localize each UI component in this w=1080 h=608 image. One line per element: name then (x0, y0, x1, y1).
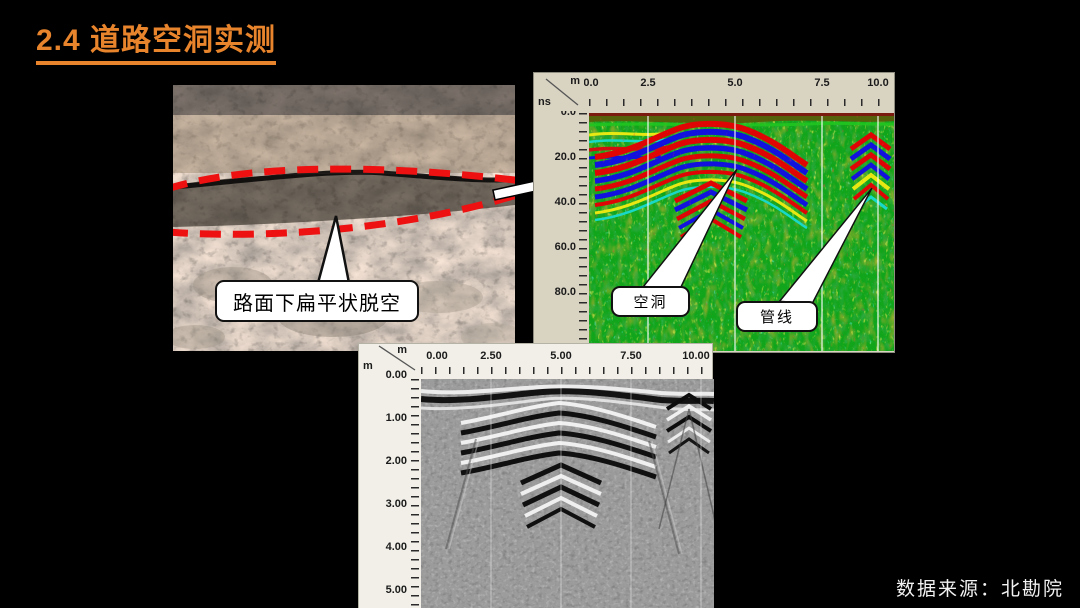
photo-dark-top-layer (173, 85, 515, 115)
gray-vertical-gridlines (490, 379, 702, 608)
x-tick-label: 0.0 (583, 77, 599, 89)
data-source-text: 数据来源：北勘院 (895, 579, 1064, 600)
photo-soil-layer (173, 115, 515, 173)
axis-corner-box: m ns (534, 73, 584, 111)
axis-corner-diagonal (545, 78, 579, 106)
x-tick-label: 10.0 (867, 77, 889, 89)
x-tick-label: 7.5 (814, 77, 830, 89)
y-tick-label: 5.00 (385, 584, 407, 596)
radargram-color-panel: m ns 0.0 2.5 5.0 7.5 10.0 0.0 20.0 40.0 … (533, 72, 895, 353)
gray-pipeline-anomaly (658, 392, 714, 530)
cavity-shadow (173, 173, 515, 227)
radargram-gray-plot (421, 379, 714, 608)
x-tick-label: 5.0 (727, 77, 743, 89)
y-tick-label: 60.0 (554, 241, 576, 253)
y-tick-label: 3.00 (385, 498, 407, 510)
surface-line (589, 113, 894, 116)
y-tick-label: 40.0 (554, 196, 576, 208)
x-unit-label: m (397, 344, 407, 356)
y-minor-ticks (411, 379, 419, 608)
x-tick-label: 0.00 (426, 350, 448, 362)
page-title: 2.4 道路空洞实测 (36, 24, 277, 65)
y-tick-label: 2.00 (385, 455, 407, 467)
axis-corner-diagonal (378, 345, 416, 371)
y-tick-label: 4.00 (385, 541, 407, 553)
x-unit-label: m (570, 75, 580, 87)
axis-corner-box: m m (359, 344, 421, 374)
y-unit-label: ns (538, 96, 551, 108)
y-tick-label: 0.00 (385, 369, 407, 381)
y-unit-label: m (363, 360, 373, 372)
x-tick-label: 10.00 (682, 350, 710, 362)
x-minor-ticks (589, 99, 894, 106)
y-minor-ticks (579, 113, 587, 351)
y-tick-label: 80.0 (554, 286, 576, 298)
photo-callout: 路面下扁平状脱空 (215, 280, 419, 322)
x-tick-label: 7.50 (620, 350, 642, 362)
pipeline-callout: 管线 (736, 301, 818, 332)
x-tick-label: 5.00 (550, 350, 572, 362)
y-tick-label: 1.00 (385, 412, 407, 424)
gray-cavity-anomaly (445, 400, 683, 555)
x-tick-label: 2.50 (480, 350, 502, 362)
radargram-gray-panel: m m 0.00 2.50 5.00 7.50 10.00 0.00 1.00 … (358, 343, 714, 608)
cavity-callout: 空洞 (611, 286, 690, 317)
x-minor-ticks (421, 367, 714, 374)
cavity-outline-dash-upper (173, 165, 515, 191)
y-tick-label: 20.0 (554, 151, 576, 163)
excavation-photo (173, 85, 515, 351)
excavation-photo-panel: 路面下扁平状脱空 (173, 85, 515, 351)
x-tick-label: 2.5 (640, 77, 656, 89)
